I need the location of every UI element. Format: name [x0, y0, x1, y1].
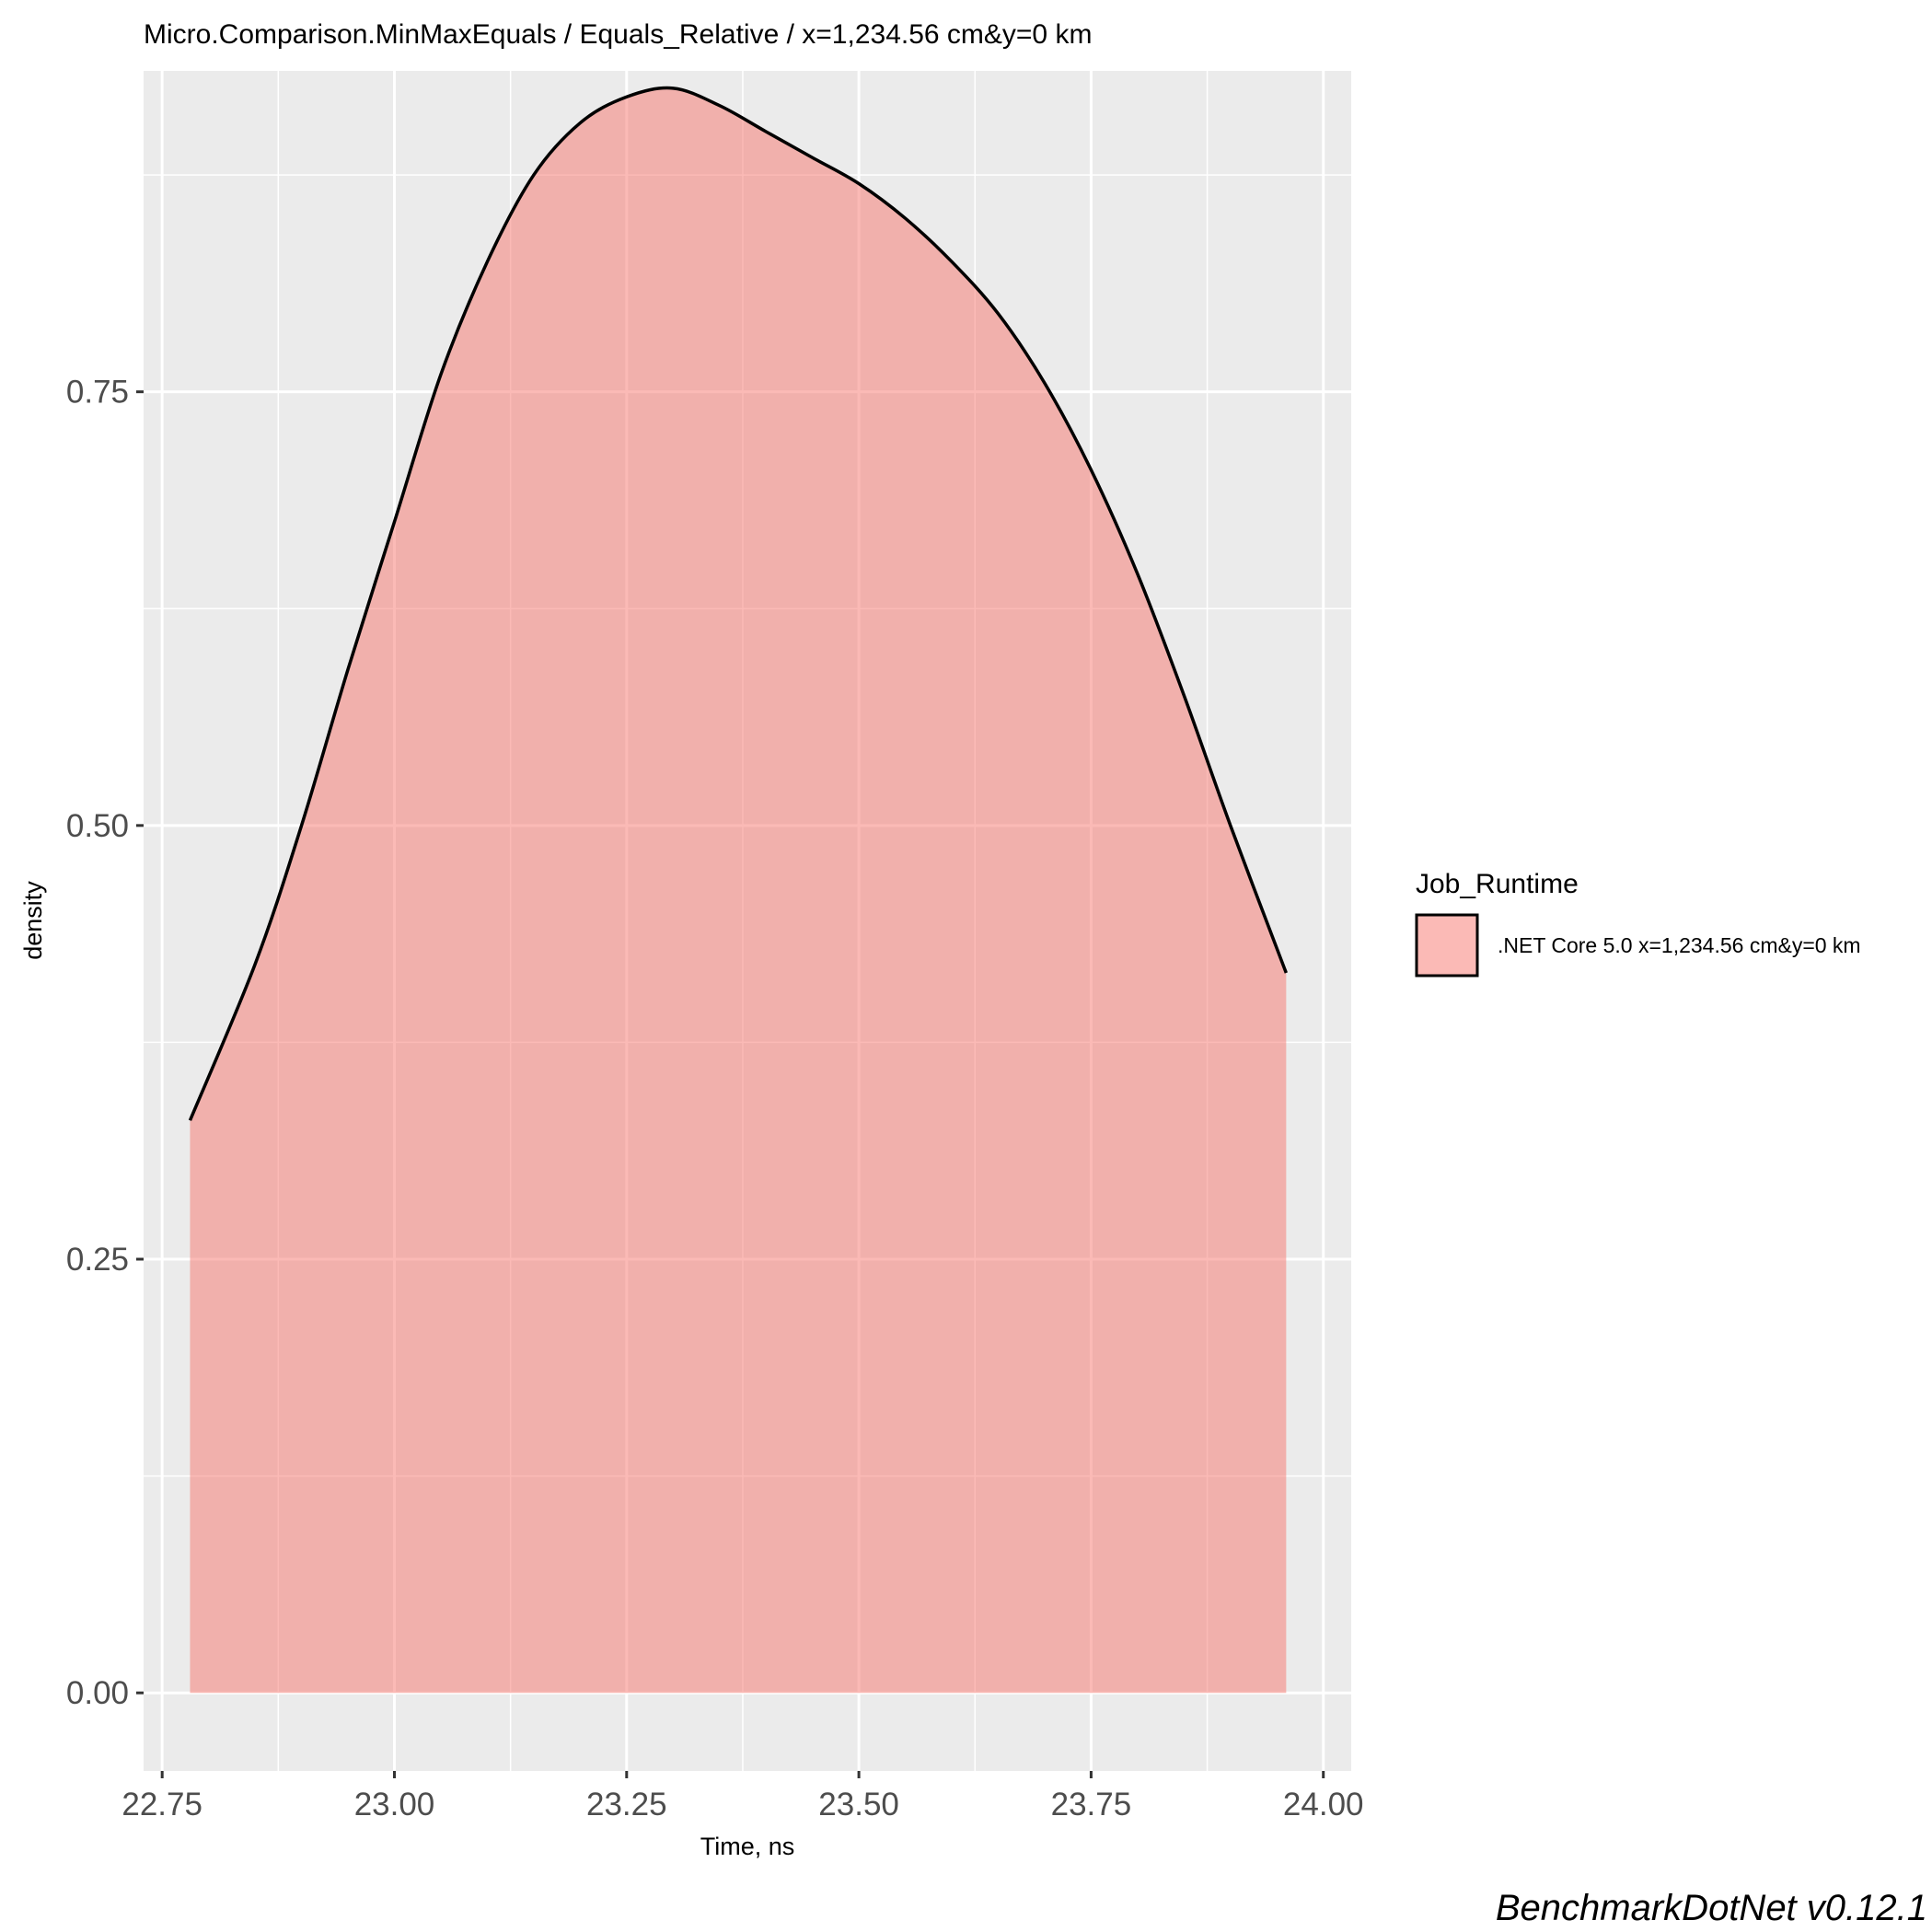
y-axis-title: density	[19, 881, 47, 960]
footer-caption: BenchmarkDotNet v0.12.1	[1496, 1888, 1927, 1928]
legend-title: Job_Runtime	[1416, 869, 1579, 899]
y-tick-label: 0.75	[66, 375, 129, 411]
y-tick-label: 0.00	[66, 1675, 129, 1711]
legend-entry-label: .NET Core 5.0 x=1,234.56 cm&y=0 km	[1498, 933, 1861, 957]
x-axis-title: Time, ns	[700, 1833, 795, 1860]
density-layer	[188, 86, 1288, 1694]
x-tick-label: 24.00	[1283, 1787, 1364, 1822]
x-tick-label: 22.75	[121, 1787, 202, 1822]
legend: Job_Runtime .NET Core 5.0 x=1,234.56 cm&…	[1415, 869, 1861, 978]
density-area	[190, 87, 1287, 1694]
x-tick-label: 23.75	[1051, 1787, 1132, 1822]
y-tick-label: 0.25	[66, 1242, 129, 1278]
x-tick-label: 23.00	[354, 1787, 435, 1822]
legend-key-swatch	[1415, 913, 1479, 978]
x-tick-label: 23.25	[586, 1787, 667, 1822]
y-axis: 0.00 0.25 0.50 0.75	[66, 375, 144, 1711]
y-tick-label: 0.50	[66, 808, 129, 844]
x-axis: 22.75 23.00 23.25 23.50 23.75 24.00	[121, 1771, 1364, 1822]
density-curve	[188, 86, 1288, 1121]
x-tick-label: 23.50	[818, 1787, 899, 1822]
chart-title: Micro.Comparison.MinMaxEquals / Equals_R…	[144, 19, 1092, 50]
